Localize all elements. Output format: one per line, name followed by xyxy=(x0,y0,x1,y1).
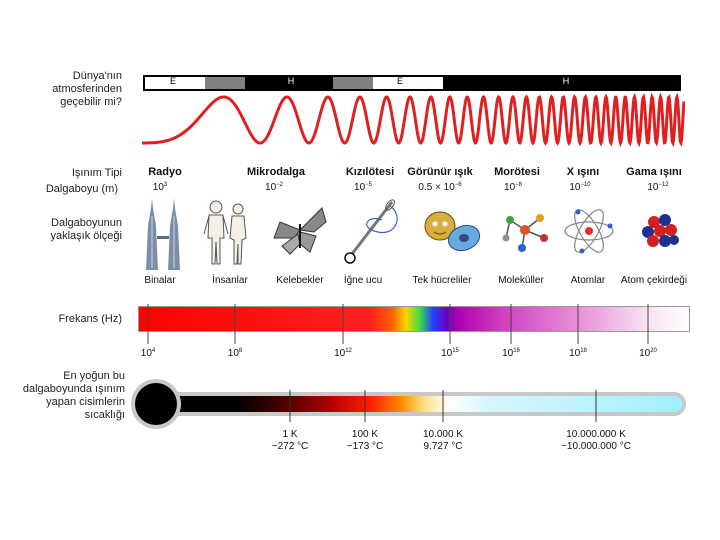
molecule-icon xyxy=(502,214,548,252)
wavelength-xray: 10−10 xyxy=(550,182,610,193)
temp-3: 10.000 K 9.727 °C xyxy=(407,429,479,453)
butterfly-icon xyxy=(273,207,327,255)
frequency-label: Frekans (Hz) xyxy=(58,313,122,325)
scale-molecules: Moleküller xyxy=(498,275,544,286)
freq-base: 10 xyxy=(227,348,239,359)
wl-exp: −12 xyxy=(658,182,669,188)
temp-kelvin: 10.000 K xyxy=(422,429,464,440)
wl-base: 10 xyxy=(354,182,366,193)
scale-needle: İğne ucu xyxy=(343,275,383,286)
wl-exp: 3 xyxy=(163,182,168,188)
wl-base: 10 xyxy=(265,182,277,193)
temp-celsius: −272 °C xyxy=(271,441,309,452)
freq-exp: 12 xyxy=(345,348,352,354)
scale-atoms: Atomlar xyxy=(570,275,606,286)
freq-exp: 16 xyxy=(513,348,520,354)
freq-base: 10 xyxy=(502,348,514,359)
atmosphere-gray-1 xyxy=(205,77,245,89)
wavelength-ultraviolet: 10−8 xyxy=(483,182,543,193)
freq-base: 10 xyxy=(639,348,651,359)
freq-5: 1016 xyxy=(491,348,531,359)
thermometer-tube xyxy=(164,396,682,412)
freq-base: 10 xyxy=(569,348,581,359)
approx-scale-label: Dalgaboyunun yaklaşık ölçeği xyxy=(50,217,122,242)
wl-exp: −6 xyxy=(454,182,462,188)
radiation-type-label: Işınım Tipi xyxy=(71,167,122,179)
atom-icon xyxy=(564,209,614,254)
type-xray: X ışını xyxy=(566,166,600,178)
scale-buildings: Binalar xyxy=(144,275,176,286)
buildings-icon xyxy=(146,198,180,270)
temp-kelvin: 100 K xyxy=(351,429,379,440)
scale-single-cell: Tek hücreliler xyxy=(412,275,472,286)
freq-4: 1015 xyxy=(430,348,470,359)
atmosphere-window-visible xyxy=(373,77,443,89)
atmosphere-mark-1: E xyxy=(169,76,176,86)
thermometer-bulb xyxy=(135,383,177,425)
wavelength-visible: 0.5 × 10−6 xyxy=(405,182,475,193)
freq-exp: 15 xyxy=(452,348,459,354)
wl-base: 10 xyxy=(152,182,164,193)
type-ultraviolet: Morötesi xyxy=(494,166,540,178)
wl-base: 10 xyxy=(647,182,659,193)
atmosphere-window-radio xyxy=(145,77,205,89)
scale-butterflies: Kelebekler xyxy=(276,275,324,286)
freq-7: 1020 xyxy=(628,348,668,359)
freq-exp: 8 xyxy=(238,348,243,354)
freq-exp: 20 xyxy=(650,348,657,354)
wl-base: 0.5 × 10 xyxy=(418,182,455,193)
freq-exp: 4 xyxy=(151,348,156,354)
scale-nucleus: Atom çekirdeği xyxy=(620,275,688,286)
temp-celsius: −173 °C xyxy=(346,441,384,452)
wave-line xyxy=(142,92,685,148)
atmosphere-label: Dünya'nın atmosferinden geçebilir mi? xyxy=(52,70,122,108)
nucleus-icon xyxy=(642,214,679,247)
frequency-spectrum xyxy=(138,306,690,332)
frequency-ticks xyxy=(147,304,649,344)
wl-base: 10 xyxy=(504,182,516,193)
wavelength-gamma: 10−12 xyxy=(628,182,688,193)
temp-kelvin: 10.000.000 K xyxy=(566,429,626,440)
freq-base: 10 xyxy=(334,348,346,359)
temp-celsius: ~10.000.000 °C xyxy=(561,441,631,452)
wl-exp: −8 xyxy=(515,182,522,188)
temperature-ticks xyxy=(289,390,597,422)
needle-icon xyxy=(344,199,398,264)
freq-6: 1018 xyxy=(558,348,598,359)
type-infrared: Kızılötesi xyxy=(345,166,395,178)
freq-3: 1012 xyxy=(323,348,363,359)
atmosphere-mark-2: H xyxy=(287,76,295,86)
wavelength-microwave: 10−2 xyxy=(244,182,304,193)
wl-exp: −2 xyxy=(276,182,283,188)
atmosphere-gray-2 xyxy=(333,77,373,89)
type-visible: Görünür ışık xyxy=(407,166,473,178)
atmosphere-bar: E H E H xyxy=(143,75,681,91)
temp-2: 100 K −173 °C xyxy=(335,429,395,453)
temp-1: 1 K −272 °C xyxy=(260,429,320,453)
type-microwave: Mikrodalga xyxy=(246,166,306,178)
single-cell-icon xyxy=(424,211,481,252)
wavelength-wave xyxy=(142,92,685,148)
wl-exp: −10 xyxy=(580,182,591,188)
wavelength-infrared: 10−5 xyxy=(333,182,393,193)
type-gamma: Gama ışını xyxy=(626,166,682,178)
wl-base: 10 xyxy=(569,182,581,193)
wavelength-radio: 103 xyxy=(130,182,190,193)
temp-4: 10.000.000 K ~10.000.000 °C xyxy=(546,429,646,453)
atmosphere-mark-4: H xyxy=(562,76,570,86)
freq-base: 10 xyxy=(140,348,152,359)
freq-base: 10 xyxy=(441,348,453,359)
freq-exp: 18 xyxy=(580,348,587,354)
temperature-label: En yoğun bu dalgaboyunda ışınım yapan ci… xyxy=(22,370,125,421)
temp-celsius: 9.727 °C xyxy=(423,441,463,452)
humans-icon xyxy=(203,200,247,265)
temp-kelvin: 1 K xyxy=(282,429,298,440)
atmosphere-mark-3: E xyxy=(396,76,403,86)
scale-humans: İnsanlar xyxy=(212,275,248,286)
freq-2: 108 xyxy=(215,348,255,359)
wavelength-label: Dalgaboyu (m) xyxy=(45,183,118,195)
wl-exp: −5 xyxy=(365,182,372,188)
type-radio: Radyo xyxy=(148,166,182,178)
freq-1: 104 xyxy=(128,348,168,359)
